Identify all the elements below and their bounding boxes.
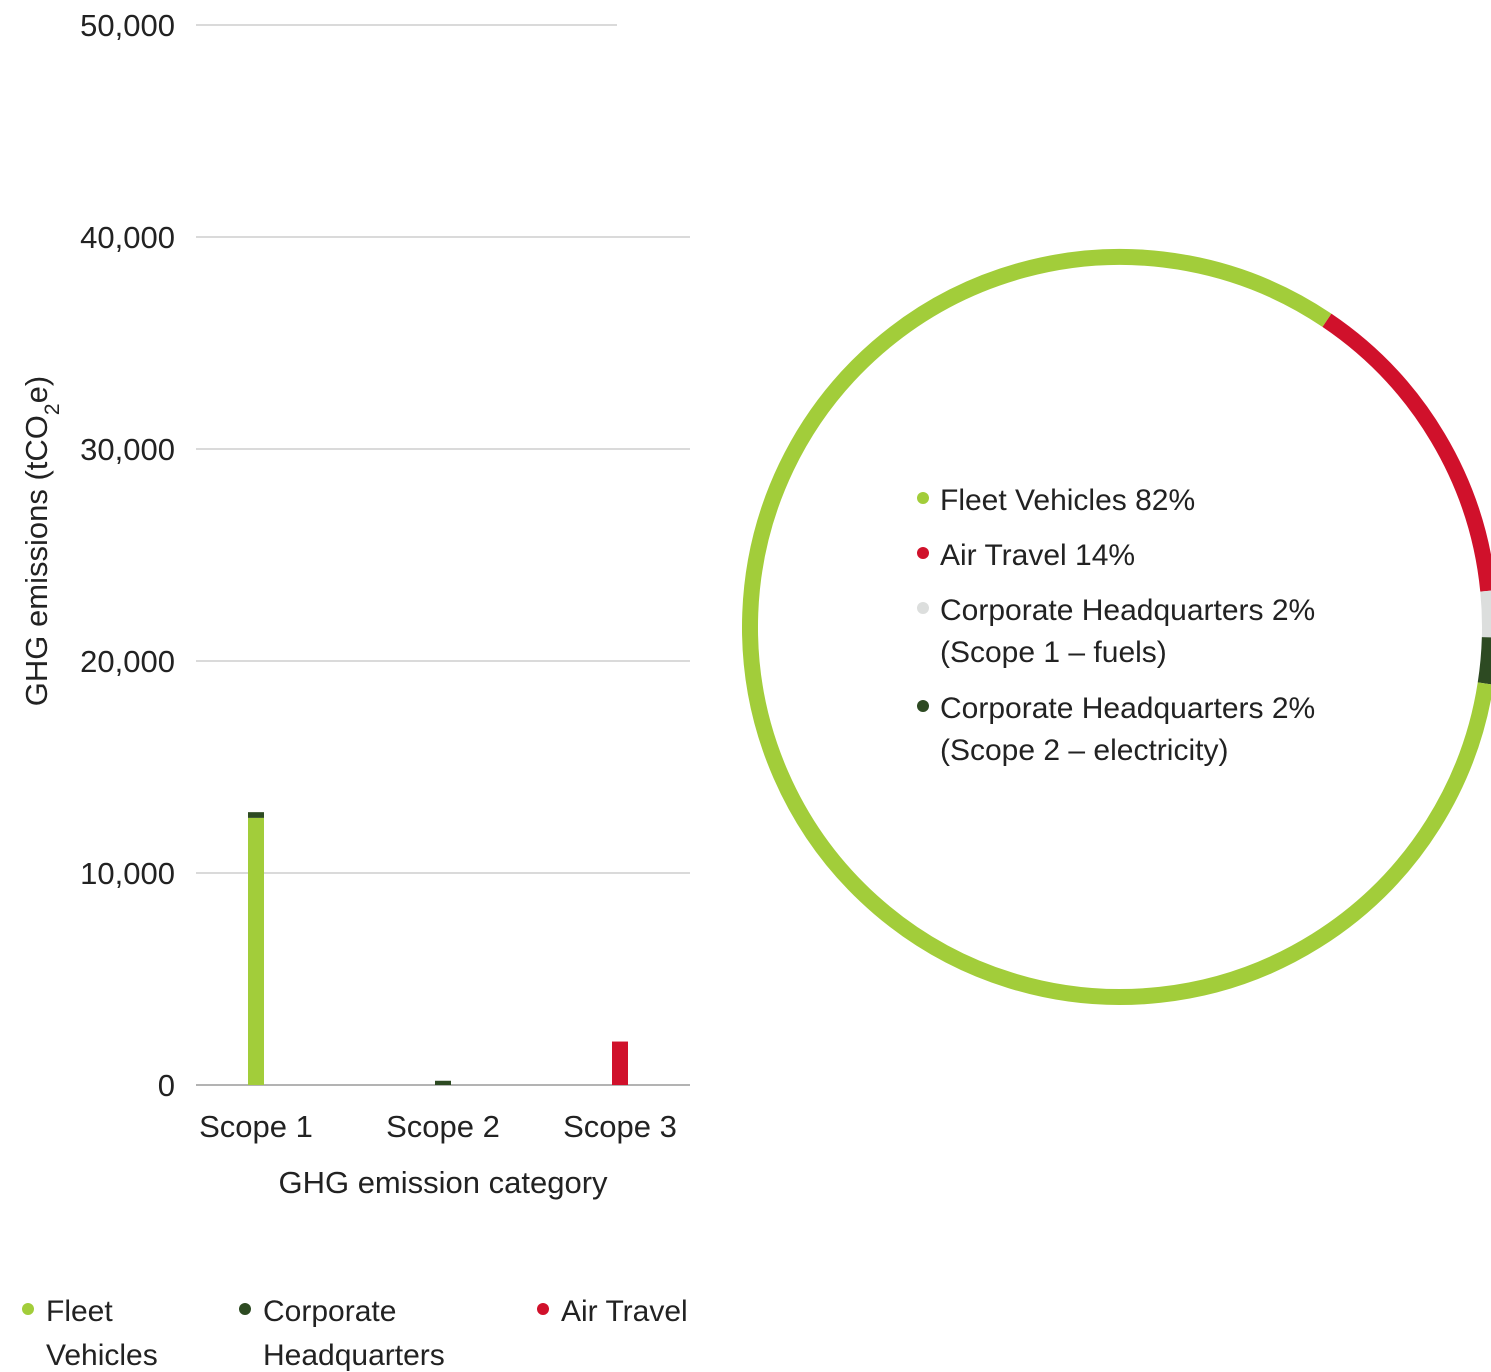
gridlines (196, 24, 690, 1086)
donut-slice (1322, 313, 1491, 592)
donut-slice (1480, 590, 1491, 638)
bars (248, 812, 628, 1085)
donut-legend-marker (917, 602, 929, 614)
donut-slices (741, 249, 1491, 1005)
legend-label: Vehicles (46, 1339, 158, 1372)
donut-legend-marker (917, 547, 929, 559)
donut-legend: Fleet Vehicles 82% Air Travel 14% Corporat… (917, 484, 1315, 767)
donut-legend-label: (Scope 2 – electricity) (940, 734, 1228, 767)
y-tick-label: 30,000 (80, 432, 175, 467)
y-tick-label: 40,000 (80, 220, 175, 255)
donut-slice (1477, 637, 1491, 685)
y-tick-label: 0 (158, 1068, 175, 1103)
donut-legend-marker (917, 700, 929, 712)
donut-legend-label: Corporate Headquarters 2% (940, 594, 1315, 627)
legend-label: Corporate (263, 1295, 396, 1328)
donut-legend-marker (917, 492, 929, 504)
x-tick-label: Scope 3 (563, 1109, 677, 1144)
y-tick-label: 10,000 (80, 856, 175, 891)
bar-segment (435, 1080, 451, 1085)
bar-segment (248, 812, 264, 818)
y-axis-title: GHG emissions (tCO2e) (19, 376, 64, 706)
legend-marker (537, 1303, 549, 1315)
legend-marker (22, 1303, 34, 1315)
y-tick-label: 20,000 (80, 644, 175, 679)
x-tick-labels: Scope 1 Scope 2 Scope 3 (199, 1109, 677, 1144)
donut-legend-label: (Scope 1 – fuels) (940, 636, 1167, 669)
bar-segment (248, 817, 264, 1085)
y-tick-labels: 0 10,000 20,000 30,000 40,000 50,000 (80, 8, 175, 1103)
y-tick-label: 50,000 (80, 8, 175, 43)
legend-marker (239, 1303, 251, 1315)
donut-legend-label: Corporate Headquarters 2% (940, 692, 1315, 725)
x-tick-label: Scope 2 (386, 1109, 500, 1144)
legend-label: Fleet (46, 1295, 113, 1328)
donut-legend-label: Fleet Vehicles 82% (940, 484, 1195, 517)
x-axis-title: GHG emission category (278, 1165, 608, 1200)
bar-legend: Fleet Vehicles Corporate Headquarters Air Tr… (22, 1295, 688, 1372)
legend-label: Air Travel (561, 1295, 688, 1328)
x-tick-label: Scope 1 (199, 1109, 313, 1144)
donut-slice (741, 249, 1491, 1005)
legend-label: Headquarters (263, 1339, 445, 1372)
donut-chart: Fleet Vehicles 82% Air Travel 14% Corporat… (741, 249, 1491, 1005)
donut-legend-label: Air Travel 14% (940, 539, 1135, 572)
bar-segment (612, 1041, 628, 1085)
